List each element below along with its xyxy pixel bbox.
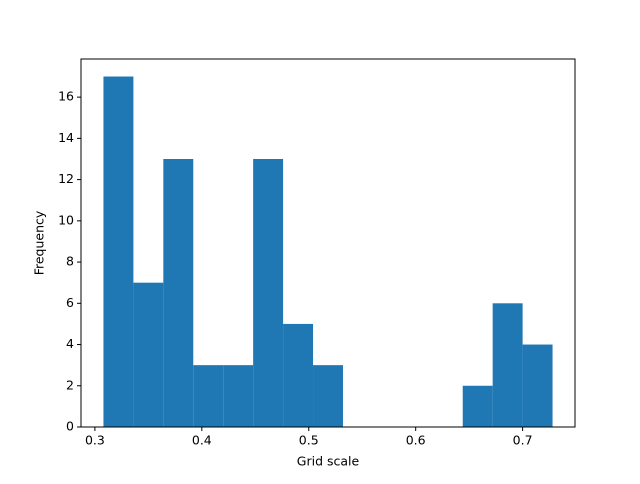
bar	[103, 76, 134, 428]
y-tick-label: 6	[66, 295, 74, 310]
x-tick-label: 0.5	[299, 433, 319, 448]
bar	[163, 158, 194, 427]
bar	[313, 365, 343, 427]
bar	[522, 344, 553, 427]
y-axis-label: Frequency	[32, 210, 47, 275]
x-tick-label: 0.6	[406, 433, 426, 448]
y-tick-label: 2	[66, 377, 74, 392]
x-tick-label: 0.7	[513, 433, 533, 448]
y-tick-label: 12	[58, 171, 74, 186]
y-tick-label: 4	[66, 336, 74, 351]
y-tick-label: 8	[66, 254, 74, 269]
axes-frame	[80, 58, 576, 428]
bar	[253, 158, 284, 427]
bar	[193, 365, 224, 427]
x-tick-label: 0.3	[85, 433, 105, 448]
bar	[492, 303, 523, 427]
y-tick-label: 16	[58, 89, 74, 104]
x-tick-label: 0.4	[192, 433, 212, 448]
bar	[223, 365, 254, 427]
bar	[133, 282, 164, 427]
x-axis-label: Grid scale	[297, 454, 360, 469]
y-tick-label: 0	[66, 419, 74, 434]
bar	[283, 323, 314, 427]
y-tick-label: 14	[58, 130, 74, 145]
y-tick-label: 10	[58, 212, 74, 227]
bar	[462, 385, 493, 427]
